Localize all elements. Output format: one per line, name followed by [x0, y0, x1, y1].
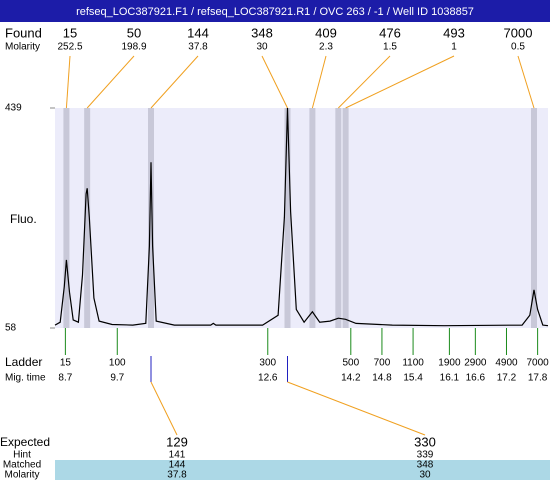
- found-molarity: 37.8: [188, 42, 208, 53]
- peak-band: [530, 108, 537, 328]
- peak-connector: [65, 55, 71, 109]
- found-label: Found: [5, 25, 42, 40]
- expected-connector: [287, 381, 426, 436]
- peak-connector: [311, 55, 327, 109]
- found-size: 15: [63, 25, 77, 40]
- ladder-size: 2900: [464, 358, 487, 369]
- molarity-label: Molarity: [5, 42, 40, 53]
- peak-connector: [337, 55, 391, 109]
- matched-band: [55, 460, 550, 480]
- ladder-size: 1100: [402, 358, 424, 369]
- ladder-size: 500: [342, 358, 359, 369]
- ladder-size: 300: [259, 358, 276, 369]
- found-molarity: 0.5: [511, 42, 525, 53]
- ladder-time: 15.4: [403, 373, 423, 384]
- expected-label: Expected: [0, 435, 50, 449]
- y-tick-label: 439: [5, 103, 22, 114]
- y-axis-label: Fluo.: [10, 212, 37, 226]
- ladder-time: 17.2: [497, 373, 517, 384]
- ladder-time: 12.6: [258, 373, 278, 384]
- ladder-size: 700: [374, 358, 391, 369]
- title: refseq_LOC387921.F1 / refseq_LOC387921.R…: [76, 6, 474, 18]
- peak-band: [63, 108, 70, 328]
- ladder-time: 14.8: [372, 373, 392, 384]
- matched-size: 144: [169, 460, 186, 471]
- ladder-size: 1900: [438, 358, 461, 369]
- found-molarity: 198.9: [121, 42, 146, 53]
- found-size: 144: [187, 25, 209, 40]
- found-molarity: 252.5: [57, 42, 82, 53]
- matched-size: 348: [417, 460, 434, 471]
- peak-band: [335, 108, 342, 328]
- hint-size: 141: [169, 450, 186, 461]
- y-tick-label: 58: [5, 323, 17, 334]
- peak-band: [148, 108, 155, 328]
- expected-size: 330: [414, 434, 436, 449]
- peak-connector: [86, 55, 135, 109]
- peak-connector: [261, 55, 288, 109]
- matched-molarity: 37.8: [167, 470, 187, 480]
- found-molarity: 1.5: [383, 42, 397, 53]
- mig-time-label: Mig. time: [5, 373, 46, 384]
- ladder-time: 16.1: [440, 373, 460, 384]
- found-size: 476: [379, 25, 401, 40]
- found-size: 50: [127, 25, 141, 40]
- peak-band: [84, 108, 91, 328]
- peak-connector: [150, 55, 199, 109]
- hint-size: 339: [417, 450, 434, 461]
- title-bar: [0, 0, 550, 22]
- plot-area: [55, 108, 548, 328]
- peak-connector: [345, 55, 455, 109]
- peak-band: [342, 108, 349, 328]
- molarity-label: Molarity: [4, 470, 39, 480]
- expected-size: 129: [166, 434, 188, 449]
- found-size: 409: [315, 25, 337, 40]
- peak-connector: [517, 55, 535, 109]
- ladder-time: 16.6: [466, 373, 486, 384]
- ladder-size: 15: [60, 358, 72, 369]
- ladder-time: 9.7: [110, 373, 124, 384]
- ladder-size: 7000: [526, 358, 549, 369]
- trace: [54, 107, 549, 327]
- peak-band: [284, 108, 291, 328]
- hint-label: Hint: [13, 450, 31, 461]
- ladder-label: Ladder: [5, 355, 42, 369]
- ladder-time: 17.8: [528, 373, 548, 384]
- found-molarity: 30: [256, 42, 268, 53]
- found-size: 493: [443, 25, 465, 40]
- matched-label: Matched: [3, 460, 41, 471]
- peak-band: [309, 108, 316, 328]
- found-size: 7000: [504, 25, 533, 40]
- found-molarity: 2.3: [319, 42, 333, 53]
- ladder-size: 4900: [495, 358, 518, 369]
- ladder-time: 8.7: [58, 373, 72, 384]
- matched-molarity: 30: [419, 470, 431, 480]
- found-molarity: 1: [451, 42, 457, 53]
- found-size: 348: [251, 25, 273, 40]
- expected-connector: [150, 381, 178, 436]
- ladder-size: 100: [109, 358, 126, 369]
- ladder-time: 14.2: [341, 373, 361, 384]
